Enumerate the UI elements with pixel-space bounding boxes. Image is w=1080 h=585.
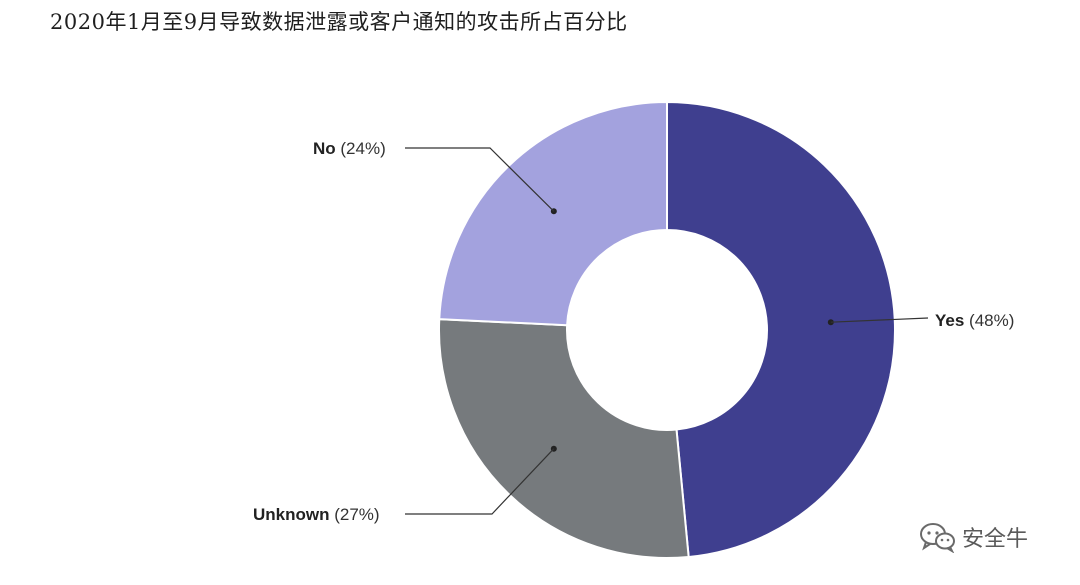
slice-label-pct: (48%): [964, 311, 1014, 330]
slice-label-no: No (24%): [313, 139, 386, 158]
watermark-text: 安全牛: [962, 527, 1029, 552]
leader-line-unknown: [405, 448, 555, 515]
chart-title: 2020年1月至9月导致数据泄露或客户通知的攻击所占百分比: [50, 10, 628, 34]
slice-label-name: Yes: [935, 311, 964, 330]
slice-label-pct: (24%): [336, 139, 386, 158]
slice-label-name: Unknown: [253, 505, 330, 524]
slice-label-unknown: Unknown (27%): [253, 505, 380, 524]
slice-unknown: [438, 318, 690, 559]
leader-line-no: [405, 147, 555, 212]
slice-label-yes: Yes (48%): [935, 311, 1014, 330]
slice-yes: [666, 100, 896, 559]
slice-label-pct: (27%): [330, 505, 380, 524]
slice-label-name: No: [313, 139, 336, 158]
slice-labels: Yes (48%) Unknown (27%) No (24%): [253, 139, 1014, 524]
donut-slices: [438, 100, 896, 559]
leader-line-yes: [830, 317, 929, 323]
watermark: 安全牛: [918, 521, 1028, 553]
wechat-icon: [920, 523, 955, 553]
